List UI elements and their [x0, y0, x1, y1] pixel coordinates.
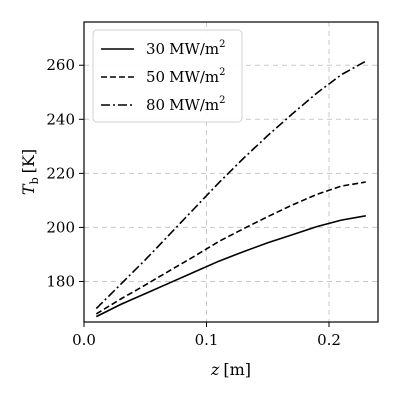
legend-box: [92, 29, 243, 123]
x-tick-label: 0.2: [317, 331, 341, 349]
x-axis-ticks: 0.0 0.1 0.2: [72, 322, 341, 349]
series-lines: [95, 60, 367, 318]
x-axis-label: z [m]: [210, 360, 251, 379]
series-line-30: [95, 215, 366, 318]
legend-label: 30 MW/m2: [146, 39, 226, 58]
x-tick-label: 0.1: [195, 331, 219, 349]
y-tick-label: 180: [46, 272, 75, 290]
y-axis-ticks: 180 200 220 240 260: [46, 56, 84, 290]
y-tick-label: 200: [46, 218, 75, 236]
plot-frame: [83, 21, 379, 323]
series-line-50: [95, 181, 366, 315]
legend-label: 50 MW/m2: [146, 67, 226, 86]
y-axis-label: Tb[K]: [19, 149, 41, 195]
y-tick-label: 240: [46, 110, 75, 128]
x-tick-label: 0.0: [72, 331, 96, 349]
legend: 30 MW/m2 50 MW/m2 80 MW/m2: [92, 29, 243, 123]
series-line-80: [95, 60, 367, 310]
legend-label: 80 MW/m2: [146, 95, 226, 114]
y-tick-label: 260: [46, 56, 75, 74]
y-tick-label: 220: [46, 164, 75, 182]
